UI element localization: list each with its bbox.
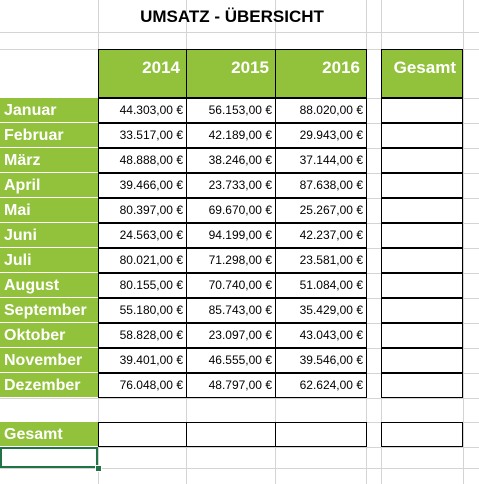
gesamt-cell[interactable] (381, 248, 463, 273)
gesamt-cell[interactable] (381, 298, 463, 323)
value-cell[interactable]: 48.797,00 € (186, 373, 276, 398)
value-cell[interactable]: 55.180,00 € (98, 298, 187, 323)
value-cell[interactable]: 87.638,00 € (275, 173, 367, 198)
gesamt-cell[interactable] (381, 98, 463, 123)
value-cell[interactable]: 62.624,00 € (275, 373, 367, 398)
row-label[interactable]: Januar (0, 98, 98, 123)
value-cell[interactable]: 25.267,00 € (275, 198, 367, 223)
gesamt-cell[interactable] (381, 273, 463, 298)
row-label[interactable]: Mai (0, 198, 98, 223)
value-cell[interactable]: 24.563,00 € (98, 223, 187, 248)
gridline-h (0, 398, 479, 399)
gridline-h (0, 468, 479, 469)
value-cell[interactable]: 42.237,00 € (275, 223, 367, 248)
value-cell[interactable]: 23.581,00 € (275, 248, 367, 273)
gesamt-cell[interactable] (381, 323, 463, 348)
header-year-2014[interactable]: 2014 (98, 49, 187, 98)
value-cell[interactable]: 35.429,00 € (275, 298, 367, 323)
value-cell[interactable]: 46.555,00 € (186, 348, 276, 373)
header-year-2015[interactable]: 2015 (186, 49, 276, 98)
value-cell[interactable]: 23.733,00 € (186, 173, 276, 198)
value-cell[interactable]: 94.199,00 € (186, 223, 276, 248)
value-cell[interactable]: 56.153,00 € (186, 98, 276, 123)
active-cell-selection[interactable] (0, 447, 98, 468)
value-cell[interactable]: 33.517,00 € (98, 123, 187, 148)
row-label[interactable]: Dezember (0, 373, 98, 398)
total-cell-gesamt[interactable] (381, 422, 463, 447)
gridline-h (0, 447, 479, 448)
value-cell[interactable]: 42.189,00 € (186, 123, 276, 148)
value-cell[interactable]: 39.466,00 € (98, 173, 187, 198)
row-label[interactable]: September (0, 298, 98, 323)
value-cell[interactable]: 37.144,00 € (275, 148, 367, 173)
header-year-2016[interactable]: 2016 (275, 49, 367, 98)
row-label[interactable]: Juni (0, 223, 98, 248)
value-cell[interactable]: 23.097,00 € (186, 323, 276, 348)
row-label[interactable]: Juli (0, 248, 98, 273)
value-cell[interactable]: 58.828,00 € (98, 323, 187, 348)
row-label[interactable]: Oktober (0, 323, 98, 348)
row-label[interactable]: Februar (0, 123, 98, 148)
value-cell[interactable]: 85.743,00 € (186, 298, 276, 323)
header-gesamt[interactable]: Gesamt (381, 49, 463, 98)
row-label[interactable]: März (0, 148, 98, 173)
value-cell[interactable]: 80.155,00 € (98, 273, 187, 298)
value-cell[interactable]: 76.048,00 € (98, 373, 187, 398)
value-cell[interactable]: 51.084,00 € (275, 273, 367, 298)
value-cell[interactable]: 80.397,00 € (98, 198, 187, 223)
value-cell[interactable]: 43.043,00 € (275, 323, 367, 348)
gesamt-cell[interactable] (381, 123, 463, 148)
total-row-label[interactable]: Gesamt (0, 422, 98, 447)
value-cell[interactable]: 71.298,00 € (186, 248, 276, 273)
gesamt-cell[interactable] (381, 198, 463, 223)
gridline-v (463, 0, 464, 484)
fill-handle[interactable] (95, 465, 102, 472)
gesamt-cell[interactable] (381, 373, 463, 398)
row-label[interactable]: November (0, 348, 98, 373)
value-cell[interactable]: 44.303,00 € (98, 98, 187, 123)
value-cell[interactable]: 39.401,00 € (98, 348, 187, 373)
total-cell-2015[interactable] (186, 422, 276, 447)
value-cell[interactable]: 38.246,00 € (186, 148, 276, 173)
value-cell[interactable]: 29.943,00 € (275, 123, 367, 148)
value-cell[interactable]: 48.888,00 € (98, 148, 187, 173)
value-cell[interactable]: 70.740,00 € (186, 273, 276, 298)
gesamt-cell[interactable] (381, 148, 463, 173)
gridline-h (0, 32, 479, 33)
total-cell-2016[interactable] (275, 422, 367, 447)
gesamt-cell[interactable] (381, 223, 463, 248)
row-label[interactable]: April (0, 173, 98, 198)
value-cell[interactable]: 39.546,00 € (275, 348, 367, 373)
sheet-title[interactable]: UMSATZ - ÜBERSICHT (140, 7, 324, 26)
value-cell[interactable]: 80.021,00 € (98, 248, 187, 273)
row-label[interactable]: August (0, 273, 98, 298)
value-cell[interactable]: 88.020,00 € (275, 98, 367, 123)
total-cell-2014[interactable] (98, 422, 187, 447)
gesamt-cell[interactable] (381, 173, 463, 198)
value-cell[interactable]: 69.670,00 € (186, 198, 276, 223)
gesamt-cell[interactable] (381, 348, 463, 373)
